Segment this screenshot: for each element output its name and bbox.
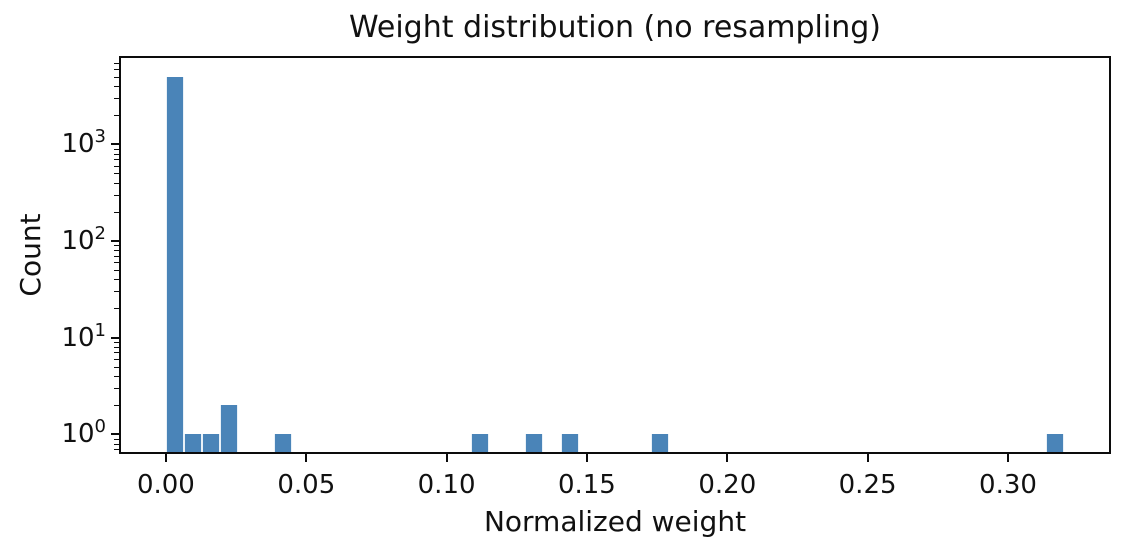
y-axis-minor-tick bbox=[114, 159, 119, 161]
histogram-bar bbox=[165, 76, 184, 452]
x-axis-tick-label: 0.10 bbox=[417, 470, 476, 500]
y-axis-tick bbox=[111, 433, 119, 436]
y-axis-minor-tick bbox=[114, 76, 119, 78]
histogram-bar bbox=[525, 434, 544, 452]
y-axis-minor-tick bbox=[114, 449, 119, 451]
bars-layer bbox=[121, 58, 1109, 452]
y-axis-minor-tick bbox=[114, 341, 119, 343]
y-axis-minor-tick bbox=[114, 115, 119, 117]
y-axis-tick-label: 102 bbox=[61, 222, 106, 256]
y-axis-minor-tick bbox=[114, 182, 119, 184]
y-axis-minor-tick bbox=[114, 173, 119, 175]
y-axis-minor-tick bbox=[114, 62, 119, 64]
x-axis-tick bbox=[164, 454, 167, 462]
y-axis-minor-tick bbox=[114, 352, 119, 354]
y-axis-minor-tick bbox=[114, 366, 119, 368]
y-axis-minor-tick bbox=[114, 375, 119, 377]
x-axis-tick bbox=[305, 454, 308, 462]
x-axis-tick-label: 0.00 bbox=[136, 470, 195, 500]
y-axis-minor-tick bbox=[114, 308, 119, 310]
x-axis-tick-label: 0.20 bbox=[698, 470, 757, 500]
x-axis-tick-label: 0.15 bbox=[557, 470, 616, 500]
histogram-bar bbox=[183, 434, 202, 452]
y-axis-minor-tick bbox=[114, 358, 119, 360]
y-axis-minor-tick bbox=[114, 438, 119, 440]
y-axis-minor-tick bbox=[114, 262, 119, 264]
y-axis-minor-tick bbox=[114, 194, 119, 196]
y-axis-tick bbox=[111, 143, 119, 146]
histogram-bar bbox=[471, 434, 490, 452]
x-axis-tick-label: 0.25 bbox=[838, 470, 897, 500]
y-axis-label: Count bbox=[14, 213, 47, 297]
x-axis-tick bbox=[1007, 454, 1009, 462]
x-axis-tick-label: 0.30 bbox=[979, 470, 1037, 500]
plot-area bbox=[119, 56, 1111, 454]
y-axis-tick-label: 100 bbox=[61, 416, 106, 450]
histogram-bar bbox=[1046, 434, 1065, 452]
x-axis-tick-label: 0.05 bbox=[277, 470, 336, 500]
y-axis-minor-tick bbox=[114, 148, 119, 150]
histogram-bar bbox=[219, 405, 238, 452]
chart-title: Weight distribution (no resampling) bbox=[348, 10, 881, 45]
histogram-bar bbox=[201, 434, 220, 452]
y-axis-minor-tick bbox=[114, 279, 119, 281]
y-axis-minor-tick bbox=[114, 443, 119, 445]
x-axis-tick bbox=[866, 454, 869, 462]
y-axis-minor-tick bbox=[114, 255, 119, 257]
y-axis-minor-tick bbox=[114, 250, 119, 252]
y-axis-tick bbox=[111, 336, 119, 339]
y-axis-minor-tick bbox=[114, 165, 119, 167]
x-axis-tick bbox=[726, 454, 729, 462]
x-axis-tick bbox=[585, 454, 588, 462]
y-axis-minor-tick bbox=[114, 98, 119, 100]
y-axis-minor-tick bbox=[114, 86, 119, 87]
y-axis-minor-tick bbox=[114, 69, 119, 70]
x-axis-tick bbox=[445, 454, 448, 462]
y-axis-minor-tick bbox=[114, 346, 119, 348]
y-axis-minor-tick bbox=[114, 388, 119, 389]
y-axis-minor-tick bbox=[114, 405, 119, 406]
y-axis-minor-tick bbox=[114, 153, 119, 155]
y-axis-tick-label: 103 bbox=[61, 126, 106, 160]
x-axis-label: Normalized weight bbox=[483, 505, 747, 538]
y-axis-tick bbox=[111, 239, 119, 242]
y-axis-minor-tick bbox=[114, 291, 119, 293]
y-axis-minor-tick bbox=[114, 211, 119, 213]
histogram-bar bbox=[561, 434, 580, 452]
y-axis-minor-tick bbox=[114, 269, 119, 271]
histogram-bar bbox=[650, 434, 669, 452]
y-axis-minor-tick bbox=[114, 245, 119, 247]
histogram-bar bbox=[273, 434, 292, 452]
y-axis-tick-label: 101 bbox=[61, 319, 106, 353]
